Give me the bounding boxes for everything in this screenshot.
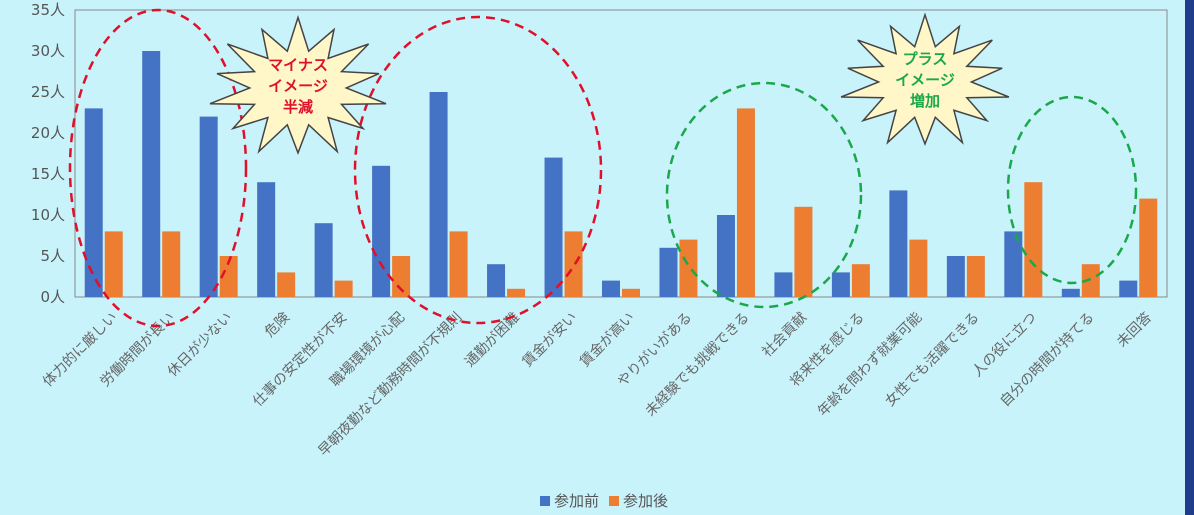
legend-item-before: 参加前	[540, 490, 599, 511]
bar-after	[392, 256, 411, 297]
bar-after	[622, 288, 640, 297]
bar-before	[487, 264, 506, 297]
bar-after	[679, 239, 698, 297]
bar-before	[659, 247, 678, 297]
bar-before	[84, 108, 103, 298]
bar-after	[1024, 182, 1043, 297]
bar-before	[372, 165, 391, 297]
bar-before	[716, 215, 735, 297]
starburst-label: 半減	[283, 98, 313, 116]
bar-before	[1004, 231, 1023, 297]
bar-after	[564, 231, 583, 297]
highlight-circle	[665, 81, 863, 309]
legend-swatch-before	[540, 495, 550, 506]
bar-before	[946, 256, 965, 297]
bar-before	[199, 116, 218, 297]
legend-item-after: 参加後	[609, 490, 668, 511]
bar-before	[831, 272, 850, 297]
x-tick-label: 通勤が困難	[462, 310, 523, 371]
bar-after	[104, 231, 123, 297]
bar-after	[334, 280, 353, 297]
bar-after	[219, 256, 238, 297]
y-tick-label: 0人	[40, 288, 65, 306]
y-tick-label: 10人	[31, 206, 65, 224]
starburst-label: マイナス	[268, 56, 328, 74]
y-tick-label: 25人	[31, 83, 65, 101]
starburst-label: 増加	[910, 92, 940, 110]
bar-before	[774, 272, 793, 297]
starburst-label: プラス	[903, 50, 948, 68]
bar-before	[314, 223, 333, 297]
x-tick-label: 賃金が安い	[520, 310, 581, 371]
starburst-label: イメージ	[268, 77, 328, 95]
y-tick-label: 30人	[31, 42, 65, 60]
x-tick-label: 危険	[262, 310, 293, 341]
legend-swatch-after	[609, 495, 620, 506]
legend-label-after: 参加後	[623, 492, 669, 510]
y-tick-label: 15人	[31, 165, 65, 183]
bar-after	[162, 231, 181, 297]
x-tick-label: 女性でも活躍できる	[882, 309, 983, 410]
highlight-circle	[1006, 95, 1138, 285]
bar-after	[909, 239, 928, 297]
bar-before	[142, 51, 161, 297]
bar-after	[736, 108, 755, 298]
starburst-shape	[209, 15, 387, 156]
bar-before	[1119, 280, 1138, 297]
bar-before	[429, 92, 448, 297]
starburst-shape	[840, 12, 1010, 146]
bar-after	[851, 264, 870, 297]
frame-edge	[1185, 0, 1194, 515]
bar-after	[449, 231, 468, 297]
bar-after	[794, 206, 813, 297]
highlight-circle	[68, 8, 248, 328]
plot-area	[74, 9, 1168, 298]
bar-after	[1139, 198, 1158, 297]
x-tick-label: 社会貢献	[759, 310, 810, 361]
x-tick-label: 賃金が高い	[576, 309, 638, 371]
x-tick-label: 自分の時間が持てる	[997, 310, 1097, 410]
bar-after	[966, 256, 985, 297]
highlight-circle	[353, 15, 603, 325]
bar-before	[544, 157, 563, 297]
x-tick-label: 未回答	[1113, 309, 1155, 351]
legend-label-before: 参加前	[554, 492, 600, 510]
bar-before	[602, 280, 620, 297]
bar-after	[507, 288, 526, 297]
x-tick-label: 未経験でも挑戦できる	[643, 310, 753, 420]
y-tick-label: 35人	[31, 1, 65, 19]
x-tick-label: 仕事の安定性が不安	[250, 310, 350, 410]
bar-before	[1061, 288, 1080, 297]
legend: 参加前 参加後	[540, 490, 668, 511]
y-tick-label: 5人	[40, 247, 65, 265]
bar-before	[257, 182, 276, 297]
bar-after	[277, 272, 296, 297]
y-tick-label: 20人	[31, 124, 65, 142]
starburst-label: イメージ	[895, 71, 955, 89]
x-tick-label: 年齢を問わず就業可能	[815, 310, 925, 420]
bar-after	[1081, 264, 1100, 297]
bar-before	[889, 190, 908, 297]
